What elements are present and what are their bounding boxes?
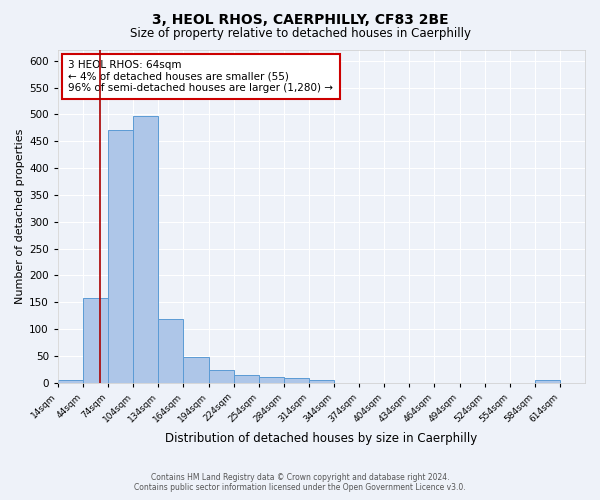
X-axis label: Distribution of detached houses by size in Caerphilly: Distribution of detached houses by size … — [166, 432, 478, 445]
Bar — [83, 298, 108, 382]
Bar — [259, 378, 284, 382]
Bar — [284, 378, 309, 382]
Bar — [309, 380, 334, 382]
Text: 3 HEOL RHOS: 64sqm
← 4% of detached houses are smaller (55)
96% of semi-detached: 3 HEOL RHOS: 64sqm ← 4% of detached hous… — [68, 60, 334, 93]
Bar — [209, 370, 233, 382]
Bar — [108, 130, 133, 382]
Text: 3, HEOL RHOS, CAERPHILLY, CF83 2BE: 3, HEOL RHOS, CAERPHILLY, CF83 2BE — [152, 12, 448, 26]
Text: Contains HM Land Registry data © Crown copyright and database right 2024.
Contai: Contains HM Land Registry data © Crown c… — [134, 473, 466, 492]
Bar — [535, 380, 560, 382]
Bar — [133, 116, 158, 382]
Bar — [184, 358, 209, 382]
Bar — [58, 380, 83, 382]
Bar — [158, 319, 184, 382]
Y-axis label: Number of detached properties: Number of detached properties — [15, 128, 25, 304]
Text: Size of property relative to detached houses in Caerphilly: Size of property relative to detached ho… — [130, 28, 470, 40]
Bar — [233, 375, 259, 382]
